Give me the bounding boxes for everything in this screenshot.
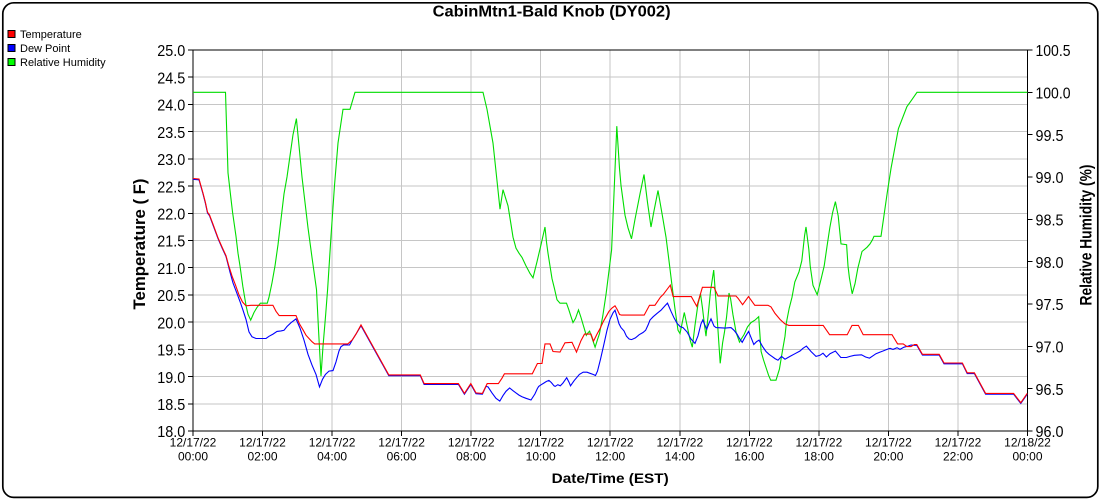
svg-text:19.0: 19.0 [157,370,185,387]
svg-text:12/17/22: 12/17/22 [587,436,634,450]
svg-text:Relative Humidity: Relative Humidity [20,57,106,69]
svg-text:97.0: 97.0 [1036,339,1064,356]
svg-text:24.0: 24.0 [157,98,185,115]
svg-text:98.5: 98.5 [1036,212,1064,229]
svg-text:12/17/22: 12/17/22 [517,436,564,450]
svg-text:06:00: 06:00 [387,450,417,464]
svg-text:20.0: 20.0 [157,315,185,332]
svg-text:100.5: 100.5 [1036,43,1071,60]
svg-text:12/17/22: 12/17/22 [309,436,356,450]
svg-text:12/17/22: 12/17/22 [935,436,982,450]
svg-text:12/17/22: 12/17/22 [378,436,425,450]
svg-text:99.5: 99.5 [1036,128,1064,145]
svg-text:12/17/22: 12/17/22 [796,436,843,450]
svg-text:96.0: 96.0 [1036,424,1064,441]
svg-text:23.0: 23.0 [157,152,185,169]
svg-text:Temperature ( F): Temperature ( F) [130,179,149,310]
svg-text:20.5: 20.5 [157,288,185,305]
svg-text:00:00: 00:00 [1012,450,1042,464]
svg-text:12/18/22: 12/18/22 [1004,436,1051,450]
svg-text:16:00: 16:00 [734,450,764,464]
svg-text:25.0: 25.0 [157,43,185,60]
svg-text:22:00: 22:00 [943,450,973,464]
svg-text:12/17/22: 12/17/22 [239,436,286,450]
svg-text:Relative Humidity (%): Relative Humidity (%) [1076,165,1095,306]
svg-text:Dew Point: Dew Point [20,43,70,55]
svg-text:12/17/22: 12/17/22 [170,436,217,450]
svg-text:20:00: 20:00 [873,450,903,464]
svg-text:22.5: 22.5 [157,179,185,196]
svg-text:96.5: 96.5 [1036,382,1064,399]
svg-text:100.0: 100.0 [1036,85,1071,102]
svg-text:99.0: 99.0 [1036,170,1064,187]
svg-text:02:00: 02:00 [247,450,277,464]
svg-text:21.0: 21.0 [157,261,185,278]
svg-text:97.5: 97.5 [1036,297,1064,314]
svg-text:CabinMtn1-Bald Knob (DY002): CabinMtn1-Bald Knob (DY002) [433,4,671,21]
svg-text:00:00: 00:00 [178,450,208,464]
svg-text:18.5: 18.5 [157,397,185,414]
svg-text:18:00: 18:00 [804,450,834,464]
svg-text:14:00: 14:00 [665,450,695,464]
svg-text:21.5: 21.5 [157,234,185,251]
svg-text:04:00: 04:00 [317,450,347,464]
svg-text:12/17/22: 12/17/22 [448,436,495,450]
svg-text:Date/Time (EST): Date/Time (EST) [552,471,669,486]
svg-text:12/17/22: 12/17/22 [865,436,912,450]
svg-text:Temperature: Temperature [20,29,82,41]
svg-text:23.5: 23.5 [157,125,185,142]
svg-text:18.0: 18.0 [157,424,185,441]
svg-text:24.5: 24.5 [157,70,185,87]
svg-text:12/17/22: 12/17/22 [656,436,703,450]
svg-text:98.0: 98.0 [1036,255,1064,272]
svg-text:19.5: 19.5 [157,343,185,360]
svg-text:12/17/22: 12/17/22 [726,436,773,450]
svg-text:10:00: 10:00 [526,450,556,464]
svg-text:12:00: 12:00 [595,450,625,464]
svg-text:22.0: 22.0 [157,207,185,224]
svg-text:08:00: 08:00 [456,450,486,464]
